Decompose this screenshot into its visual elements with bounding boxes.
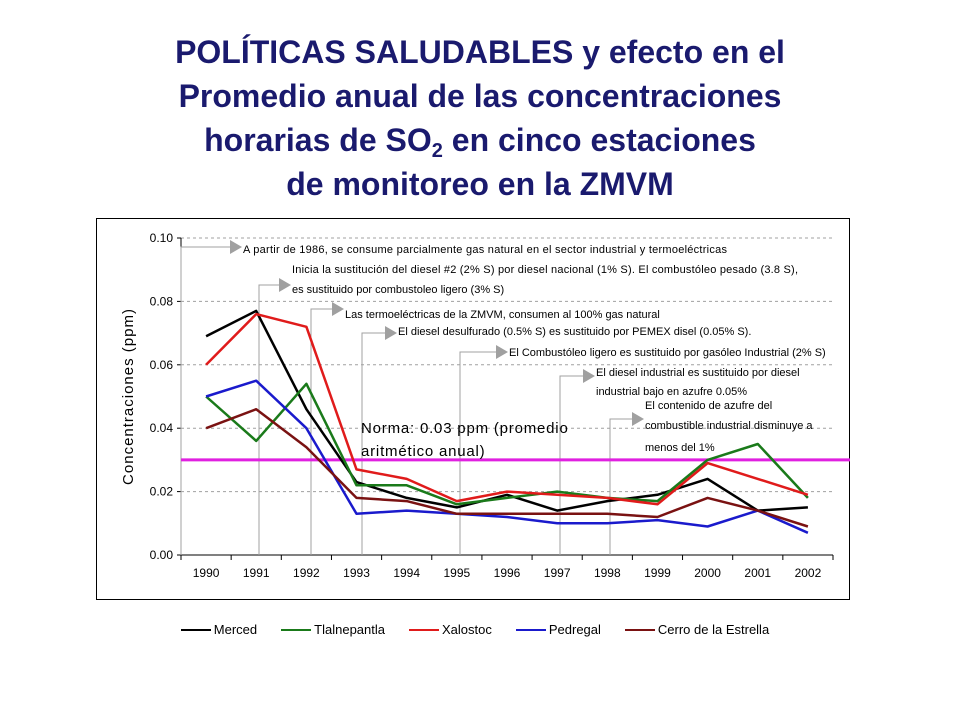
- legend-label: Xalostoc: [441, 622, 492, 637]
- legend-swatch: [408, 628, 439, 631]
- annotation-arrow: [385, 326, 397, 340]
- title-line-4: de monitoreo en la ZMVM: [286, 166, 674, 202]
- legend-swatch: [281, 628, 312, 631]
- annotation-arrow: [496, 345, 508, 359]
- annotation-text: combustible industrial disminuye a: [645, 420, 813, 432]
- legend-item-cerro-de-la-estrella: Cerro de la Estrella: [624, 622, 770, 637]
- x-tick-label: 1995: [443, 566, 470, 580]
- x-tick-label: 1991: [243, 566, 270, 580]
- x-tick-label: 2002: [795, 566, 822, 580]
- legend-label: Merced: [213, 622, 258, 637]
- annotation-text: El diesel industrial es sustituido por d…: [596, 367, 800, 379]
- legend-label: Cerro de la Estrella: [657, 622, 770, 637]
- annotation-arrow: [332, 302, 344, 316]
- legend-label: Pedregal: [548, 622, 601, 637]
- annotation-text: A partir de 1986, se consume parcialment…: [243, 244, 728, 256]
- title-line-1: POLÍTICAS SALUDABLES y efecto en el: [175, 34, 785, 70]
- legend-swatch: [515, 628, 546, 631]
- series-line-merced: [205, 309, 808, 512]
- annotation-arrow: [583, 369, 595, 383]
- y-tick-label: 0.00: [150, 548, 174, 562]
- x-tick-label: 2001: [744, 566, 771, 580]
- legend-swatch: [180, 628, 211, 631]
- y-tick-label: 0.04: [150, 421, 174, 435]
- x-tick-label: 1992: [293, 566, 320, 580]
- x-tick-label: 2000: [694, 566, 721, 580]
- annotation-text: El Combustóleo ligero es sustituido por …: [509, 347, 826, 359]
- title-line-3-pre: horarias de SO: [204, 122, 432, 158]
- annotation-arrow: [230, 240, 242, 254]
- y-tick-label: 0.10: [150, 231, 174, 245]
- x-tick-label: 1998: [594, 566, 621, 580]
- annotation-text: menos del 1%: [645, 442, 715, 454]
- title-line-3-post: en cinco estaciones: [442, 122, 756, 158]
- annotation-arrow: [279, 278, 291, 292]
- slide-title: POLÍTICAS SALUDABLES y efecto en el Prom…: [40, 30, 920, 206]
- y-tick-label: 0.02: [150, 485, 174, 499]
- x-tick-label: 1993: [343, 566, 370, 580]
- norm-label: aritmético anual): [361, 443, 485, 460]
- y-tick-label: 0.08: [150, 294, 174, 308]
- x-tick-label: 1997: [544, 566, 571, 580]
- annotation-leader: [310, 308, 333, 555]
- annotation-arrow: [632, 412, 644, 426]
- annotation-leader: [559, 375, 584, 555]
- legend-item-pedregal: Pedregal: [515, 622, 601, 637]
- y-tick-label: 0.06: [150, 358, 174, 372]
- norm-label: Norma: 0.03 ppm (promedio: [361, 420, 569, 437]
- legend-swatch: [624, 628, 655, 631]
- legend-label: Tlalnepantla: [314, 622, 385, 637]
- chart-legend: Merced Tlalnepantla Xalostoc Pedregal Cerro …: [100, 622, 850, 637]
- legend-item-merced: Merced: [180, 622, 258, 637]
- title-subscript: 2: [431, 140, 443, 162]
- title-line-2: Promedio anual de las concentraciones: [178, 78, 782, 114]
- series-line-tlalnepantla: [205, 382, 809, 506]
- annotation-text: Las termoeléctricas de la ZMVM, consumen…: [345, 309, 660, 321]
- chart-frame: 0.00 0.02 0.04 0.06 0.08 0.10 1990 1991 1992 1993…: [96, 218, 850, 600]
- annotation-text: industrial bajo en azufre 0.05%: [596, 386, 747, 398]
- x-tick-label: 1990: [193, 566, 220, 580]
- annotation-text: El diesel desulfurado (0.5% S) es sustit…: [398, 326, 751, 338]
- annotation-leader: [609, 418, 633, 555]
- annotation-text: El contenido de azufre del: [645, 400, 772, 412]
- annotation-leader: [459, 351, 497, 555]
- x-tick-label: 1994: [393, 566, 420, 580]
- annotation-leader: [361, 332, 386, 555]
- annotation-leader: [180, 246, 231, 555]
- series-line-pedregal: [205, 379, 809, 534]
- annotation-leader: [258, 284, 280, 555]
- x-tick-label: 1999: [644, 566, 671, 580]
- series-line-xalostoc: [205, 312, 809, 506]
- annotation-text: es sustituido por combustoleo ligero (3%…: [292, 284, 504, 296]
- legend-item-tlalnepantla: Tlalnepantla: [281, 622, 385, 637]
- x-tick-label: 1996: [494, 566, 521, 580]
- y-axis-label: Concentraciones (ppm): [120, 308, 137, 485]
- series-line-cerro-de-la-estrella: [205, 407, 809, 528]
- title-line-3: horarias de SO2 en cinco estaciones: [40, 118, 920, 162]
- annotation-text: Inicia la sustitución del diesel #2 (2% …: [292, 264, 798, 276]
- legend-item-xalostoc: Xalostoc: [408, 622, 492, 637]
- line-chart: 0.00 0.02 0.04 0.06 0.08 0.10 1990 1991 1992 1993…: [120, 231, 850, 580]
